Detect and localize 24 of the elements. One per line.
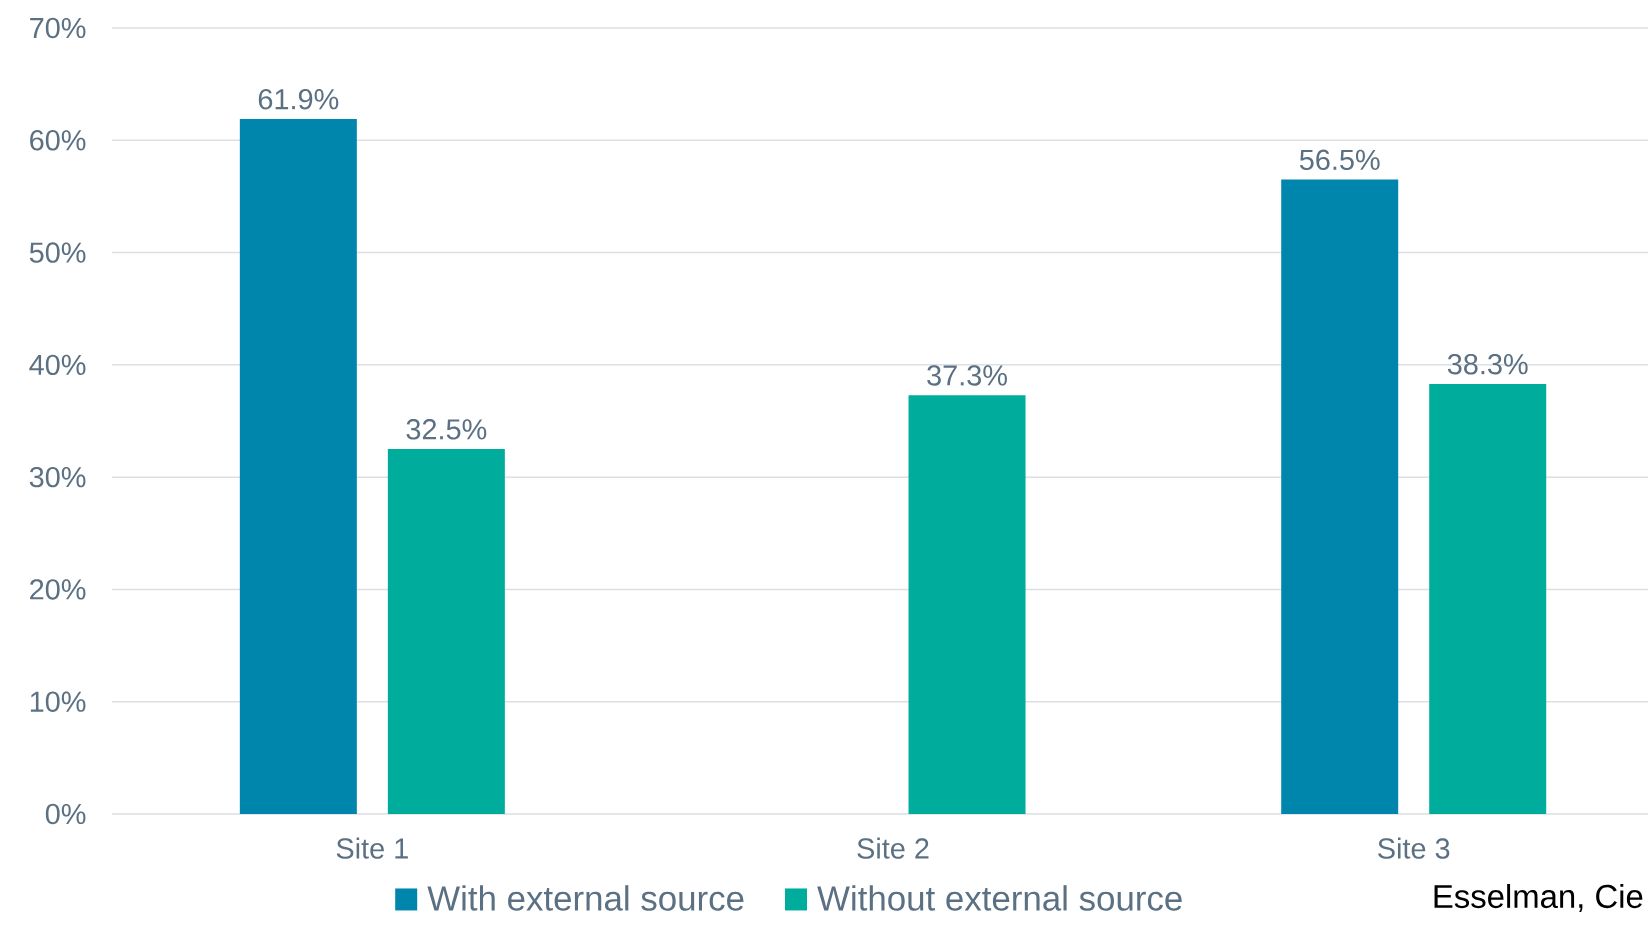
bar bbox=[1281, 179, 1399, 814]
data-label: 61.9% bbox=[258, 88, 339, 110]
y-tick-label: 70% bbox=[30, 17, 86, 39]
text: Esselman, Cie bbox=[1434, 883, 1643, 913]
y-tick-label: 50% bbox=[29, 242, 86, 263]
data-label: 32.5% bbox=[406, 419, 487, 440]
y-tick-label: 40% bbox=[29, 354, 86, 376]
legend-label: With external source bbox=[427, 885, 744, 911]
bar bbox=[239, 118, 357, 814]
x-tick-label: Site 3 bbox=[1378, 837, 1450, 859]
y-tick-label: 20% bbox=[30, 579, 86, 600]
bar bbox=[1429, 383, 1547, 814]
x-tick-label: Site 2 bbox=[857, 837, 929, 859]
bar bbox=[387, 449, 505, 814]
y-tick-label: 0% bbox=[45, 803, 86, 825]
y-tick-label: 10% bbox=[30, 691, 86, 712]
data-label: 38.3% bbox=[1447, 353, 1528, 375]
data-label: 56.5% bbox=[1299, 149, 1380, 171]
data-label: 37.3% bbox=[927, 365, 1007, 386]
y-tick-label: 60% bbox=[30, 130, 86, 151]
legend-label: Without external source bbox=[817, 885, 1182, 911]
x-tick-label: Site 1 bbox=[336, 837, 408, 859]
y-tick-label: 30% bbox=[29, 466, 86, 488]
bar bbox=[908, 395, 1026, 814]
